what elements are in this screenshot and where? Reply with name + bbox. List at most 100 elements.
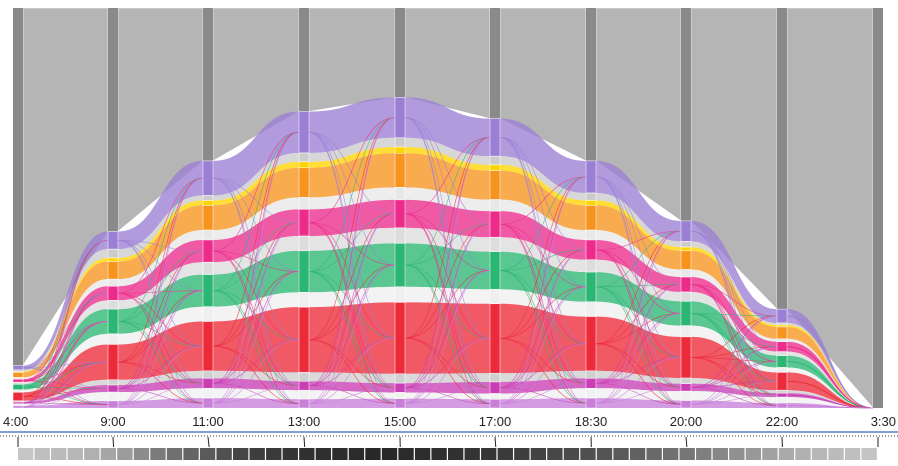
category-flow xyxy=(213,250,299,307)
transition-line xyxy=(212,131,300,252)
axis-segment xyxy=(680,400,692,409)
category-flow xyxy=(405,199,490,238)
category-flow xyxy=(405,302,490,374)
axis-segment xyxy=(394,302,406,375)
category-flow xyxy=(691,400,777,408)
transition-line xyxy=(404,213,491,389)
axis-segment xyxy=(585,378,597,389)
axis-segment xyxy=(489,199,501,212)
transition-line xyxy=(690,357,778,406)
category-flow xyxy=(500,199,586,240)
category-flow xyxy=(787,397,873,408)
axis-segment xyxy=(107,400,119,409)
axis-segment xyxy=(776,324,788,328)
transition-line xyxy=(595,249,682,388)
transition-line xyxy=(499,176,587,271)
transition-line xyxy=(595,313,682,404)
transition-line xyxy=(595,230,682,251)
category-flow xyxy=(118,321,203,380)
transition-line xyxy=(117,388,204,404)
transition-line xyxy=(404,270,491,339)
transition-line xyxy=(22,361,109,388)
category-flow xyxy=(500,164,586,206)
axis-segment xyxy=(202,195,214,201)
axis-segment xyxy=(12,365,24,371)
overview-cell xyxy=(762,448,778,460)
transition-line xyxy=(308,117,396,224)
axis-segment xyxy=(585,192,597,201)
transition-line xyxy=(308,339,396,404)
overview-timeline[interactable] xyxy=(0,431,898,460)
overview-connector xyxy=(303,436,306,448)
transition-line xyxy=(22,239,109,388)
axis-segment xyxy=(12,381,24,385)
category-flow xyxy=(118,398,203,408)
axis-segment xyxy=(776,341,788,352)
transition-line xyxy=(595,357,682,384)
transition-line xyxy=(499,338,587,384)
overview-cell xyxy=(828,448,844,460)
axis-segment xyxy=(12,378,24,383)
transition-line xyxy=(212,177,300,272)
transition-line xyxy=(117,345,204,405)
transition-line xyxy=(308,264,396,341)
transition-line xyxy=(117,361,204,404)
axis-segment xyxy=(585,259,597,273)
transition-line xyxy=(595,343,682,405)
transition-line xyxy=(690,230,778,348)
axis-segment xyxy=(776,402,788,409)
transition-line xyxy=(595,176,682,285)
transition-line xyxy=(690,346,778,405)
transition-line xyxy=(690,380,778,405)
transition-line xyxy=(690,387,778,406)
category-flow xyxy=(787,367,873,408)
axis-segment xyxy=(298,389,310,400)
axis-segment xyxy=(298,381,310,391)
transition-line xyxy=(308,117,396,404)
transition-line xyxy=(212,222,300,404)
axis-segment xyxy=(585,301,597,317)
axis-segment xyxy=(489,399,501,409)
category-flow xyxy=(405,187,490,212)
transition-line xyxy=(595,286,682,405)
axis-segment xyxy=(680,246,692,252)
category-flow xyxy=(118,306,203,345)
axis-segment xyxy=(680,276,692,293)
transition-line xyxy=(212,250,300,387)
transition-line xyxy=(404,264,491,339)
transition-line xyxy=(499,249,587,389)
overview-cell xyxy=(778,448,795,460)
axis-segment xyxy=(298,152,310,163)
transition-line xyxy=(690,284,778,406)
transition-line xyxy=(117,321,204,404)
transition-line xyxy=(595,249,682,405)
axis-segment xyxy=(202,387,214,399)
axis-segment xyxy=(202,229,214,241)
category-flow xyxy=(213,152,299,201)
overview-cell xyxy=(216,448,232,460)
axis-segment xyxy=(298,372,310,382)
time-tick-label: 9:00 xyxy=(100,414,125,429)
axis-segment xyxy=(394,199,406,229)
axis-segment xyxy=(12,405,24,409)
axis-segment xyxy=(202,378,214,389)
axis-segment xyxy=(394,153,406,188)
transition-line xyxy=(595,230,682,404)
transition-line xyxy=(22,367,109,389)
transition-line xyxy=(786,380,874,409)
transition-line xyxy=(690,284,778,362)
transition-line xyxy=(308,213,396,341)
transition-line xyxy=(117,290,204,405)
axis-segment xyxy=(202,397,214,409)
transition-line xyxy=(404,223,491,339)
transition-line xyxy=(690,315,778,405)
axis-segment xyxy=(298,292,310,308)
overview-cell xyxy=(117,448,133,460)
axis-segment xyxy=(107,248,119,259)
transition-line xyxy=(404,223,491,404)
transition-line xyxy=(117,239,204,252)
category-flow xyxy=(23,257,108,373)
transition-line xyxy=(499,249,587,339)
transition-line xyxy=(212,339,300,384)
overview-cell xyxy=(613,448,629,460)
